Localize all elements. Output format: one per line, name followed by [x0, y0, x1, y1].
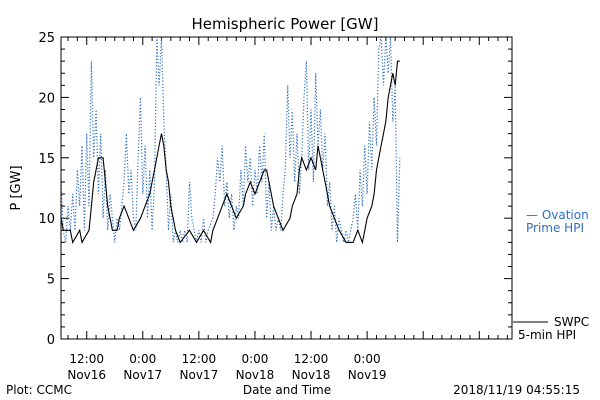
- y-tick-label: 20: [38, 91, 55, 106]
- y-tick-label: 25: [38, 31, 55, 46]
- y-tick-label: 15: [38, 152, 55, 167]
- x-tick-label-time: 12:00: [182, 352, 217, 366]
- legend-ovation-line1: — Ovation: [526, 208, 589, 222]
- x-axis-label: Date and Time: [243, 383, 331, 397]
- legend-ovation-line2: Prime HPI: [526, 221, 584, 235]
- swpc-5min-hpi-line: [60, 60, 400, 245]
- y-tick-label: 0: [47, 333, 55, 348]
- x-tick-label-date: Nov16: [67, 368, 106, 382]
- x-tick-label-time: 12:00: [294, 352, 329, 366]
- y-tick-label: 5: [47, 273, 55, 288]
- x-tick-label-time: 0:00: [354, 352, 381, 366]
- legend-swpc-line1: SWPC: [554, 315, 589, 329]
- x-tick-label-date: Nov19: [348, 368, 387, 382]
- plot-frame: [60, 36, 513, 340]
- legend-swpc-line2: 5-min HPI: [518, 328, 576, 342]
- ovation-prime-hpi-line: [60, 36, 401, 243]
- x-tick-label-date: Nov17: [123, 368, 162, 382]
- footer-plot-credit: Plot: CCMC: [6, 383, 72, 397]
- x-tick-label-date: Nov18: [236, 368, 275, 382]
- x-tick-label-date: Nov18: [292, 368, 331, 382]
- x-tick-label-time: 0:00: [241, 352, 268, 366]
- y-tick-label: 10: [38, 212, 55, 227]
- x-tick-label-time: 0:00: [129, 352, 156, 366]
- legend-swpc: SWPC 5-min HPI: [513, 315, 589, 342]
- x-tick-label-time: 12:00: [69, 352, 104, 366]
- x-tick-label-date: Nov17: [180, 368, 219, 382]
- legend-ovation: — Ovation Prime HPI: [526, 208, 589, 235]
- chart-title: Hemispheric Power [GW]: [192, 15, 379, 33]
- x-axis: 12:00 Nov16 0:00 Nov17 12:00 Nov17 0:00 Nov18 12…: [67, 37, 508, 382]
- y-axis-label: P [GW]: [9, 165, 24, 210]
- y-axis: 0 5 10 15 20 25: [38, 31, 512, 348]
- footer-timestamp: 2018/11/19 04:55:15: [453, 383, 580, 397]
